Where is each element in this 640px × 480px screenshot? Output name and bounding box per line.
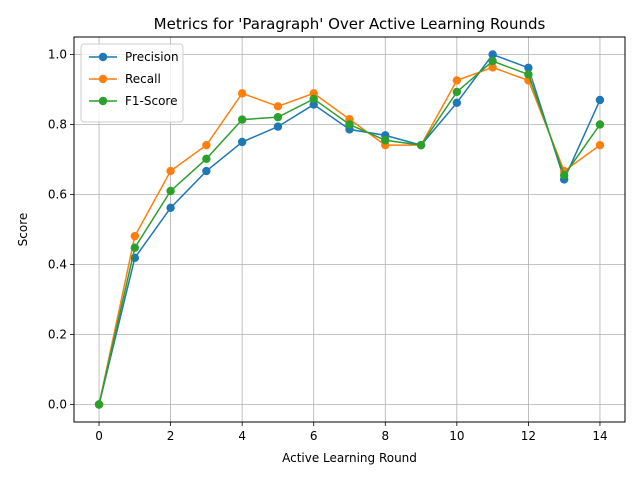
legend-item: Precision <box>89 50 179 64</box>
y-tick-label: 0.4 <box>48 258 67 272</box>
data-point <box>452 98 462 108</box>
x-tick-label: 0 <box>95 429 103 443</box>
y-tick-label: 1.0 <box>48 48 67 62</box>
legend-swatch-marker <box>98 96 108 106</box>
series-layer <box>94 50 605 409</box>
data-point <box>202 140 211 150</box>
data-point <box>416 140 426 150</box>
legend-label: F1-Score <box>125 94 177 108</box>
data-point <box>595 140 605 150</box>
data-point <box>166 203 175 212</box>
data-point <box>94 400 104 409</box>
legend-item: F1-Score <box>89 94 177 108</box>
chart-title: Metrics for 'Paragraph' Over Active Lear… <box>154 15 546 33</box>
x-tick-label: 8 <box>381 429 389 443</box>
data-point <box>166 186 175 196</box>
y-tick-label: 0.6 <box>48 188 67 202</box>
data-point <box>345 120 354 129</box>
x-tick-label: 14 <box>592 429 607 443</box>
series-f1-score <box>94 56 605 409</box>
x-tick-label: 4 <box>238 429 246 443</box>
data-point <box>595 120 605 129</box>
x-tick-label: 6 <box>310 429 318 443</box>
data-point <box>273 112 283 122</box>
y-tick-label: 0.2 <box>48 328 67 342</box>
y-tick-label: 0.8 <box>48 118 67 132</box>
data-point <box>273 122 283 131</box>
data-point <box>202 166 211 176</box>
data-point <box>130 243 140 252</box>
data-point <box>237 137 247 147</box>
data-point <box>488 63 497 72</box>
data-point <box>273 102 283 111</box>
data-point <box>452 76 462 85</box>
x-axis-label: Active Learning Round <box>282 451 417 465</box>
y-tick-label: 0.0 <box>48 398 67 412</box>
data-point <box>381 136 390 145</box>
data-point <box>202 154 211 163</box>
data-point <box>309 94 318 104</box>
plot-frame <box>73 36 626 423</box>
x-tick-label: 12 <box>521 429 536 443</box>
data-point <box>524 70 533 79</box>
data-point <box>452 87 462 97</box>
data-point <box>130 231 140 241</box>
data-point <box>559 171 569 180</box>
data-point <box>488 56 497 66</box>
legend-swatch-marker <box>98 74 108 84</box>
data-point <box>595 95 605 105</box>
data-point <box>524 63 533 72</box>
x-tick-label: 2 <box>167 429 175 443</box>
legend: Precision Recall F1-Score <box>80 43 184 123</box>
data-point <box>237 115 247 124</box>
data-point <box>166 166 175 176</box>
y-axis-label: Score <box>16 213 30 247</box>
axis-ticks: 0 2 4 6 8 10 12 14 0.0 0.2 0.4 0.6 0.8 1.0 <box>48 48 608 444</box>
data-point <box>237 89 247 98</box>
x-tick-label: 10 <box>449 429 464 443</box>
legend-item: Recall <box>89 72 161 86</box>
legend-label: Recall <box>125 72 161 86</box>
legend-swatch-marker <box>98 52 108 62</box>
legend-label: Precision <box>125 50 179 64</box>
data-point <box>488 50 497 59</box>
